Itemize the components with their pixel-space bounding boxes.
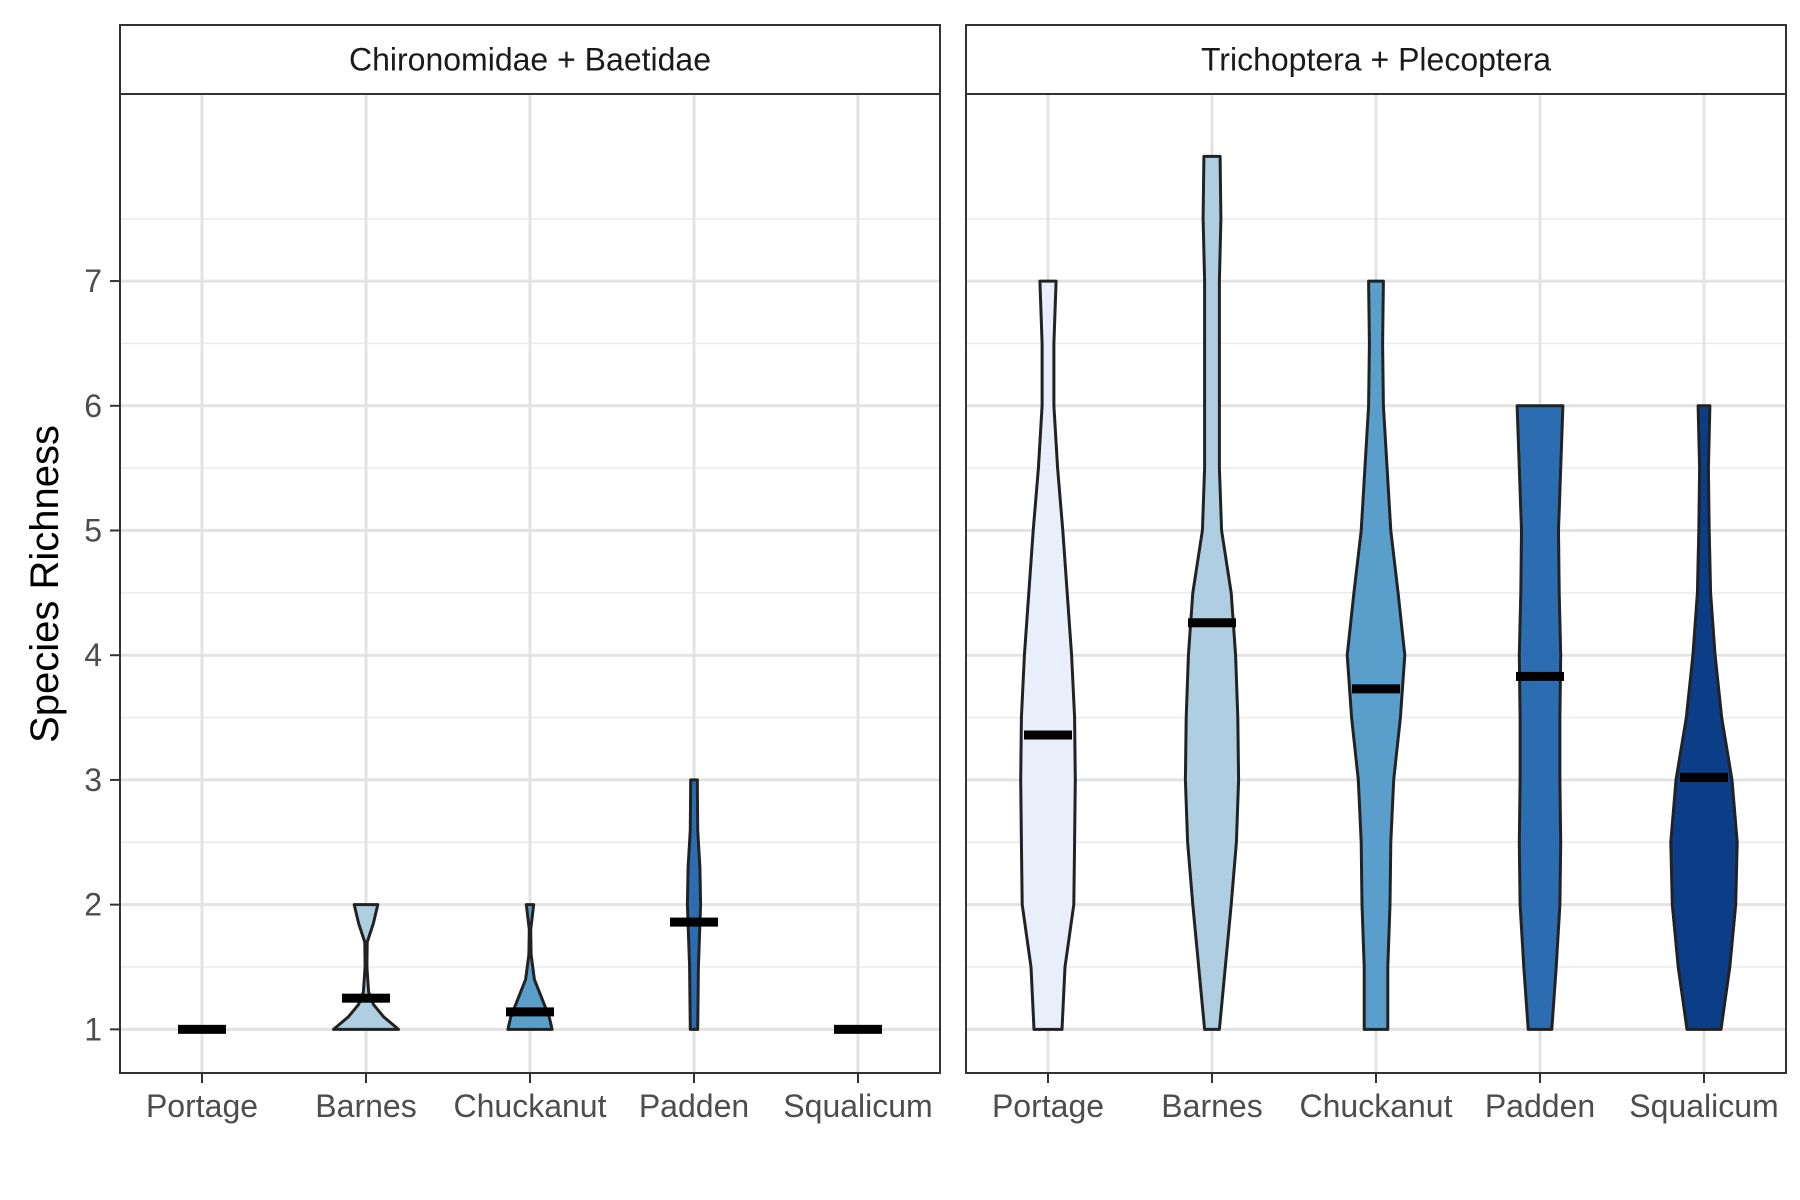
mean-marker-chuckanut: [1352, 684, 1400, 694]
x-tick-label: Barnes: [1161, 1088, 1262, 1124]
mean-marker-portage: [178, 1024, 226, 1034]
violin-barnes: [1183, 154, 1241, 1031]
panel-1: Chironomidae + Baetidae Portage Barnes Chuc…: [84, 24, 941, 1124]
mean-marker-barnes: [342, 993, 390, 1003]
violin-chuckanut: [1345, 279, 1407, 1031]
facet-strip: [965, 24, 1787, 95]
x-tick-label: Squalicum: [1629, 1088, 1778, 1124]
violin-padden: [1515, 404, 1565, 1031]
mean-marker-squalicum: [834, 1024, 882, 1034]
x-tick-label: Padden: [1485, 1088, 1595, 1124]
x-tick-label: Portage: [146, 1088, 258, 1124]
y-tick-label: 6: [84, 388, 102, 424]
panel-2: Trichoptera + Plecoptera Portage Barnes Chu…: [965, 24, 1787, 1124]
y-tick-label: 4: [84, 637, 102, 673]
x-tick-label: Chuckanut: [1300, 1088, 1453, 1124]
y-tick-label: 1: [84, 1011, 102, 1047]
mean-marker-padden: [1516, 671, 1564, 681]
x-tick-label: Squalicum: [783, 1088, 932, 1124]
y-tick-label: 3: [84, 762, 102, 798]
mean-marker-portage: [1024, 730, 1072, 740]
mean-marker-barnes: [1188, 618, 1236, 628]
mean-marker-squalicum: [1680, 772, 1728, 782]
violin-padden: [685, 778, 703, 1031]
y-tick-label: 5: [84, 512, 102, 548]
x-tick-label: Chuckanut: [454, 1088, 607, 1124]
x-tick-label: Portage: [992, 1088, 1104, 1124]
mean-marker-padden: [670, 917, 718, 927]
y-tick-label: 7: [84, 263, 102, 299]
y-axis-title: Species Richness: [23, 425, 67, 743]
violin-portage: [1019, 279, 1077, 1031]
panels-layer: Chironomidae + Baetidae Portage Barnes Chuc…: [84, 24, 1787, 1124]
mean-marker-chuckanut: [506, 1007, 554, 1017]
facet-strip: [119, 24, 941, 95]
violin-squalicum: [1669, 404, 1739, 1031]
x-tick-label: Padden: [639, 1088, 749, 1124]
y-tick-label: 2: [84, 887, 102, 923]
x-tick-label: Barnes: [315, 1088, 416, 1124]
facet-strip-label: Trichoptera + Plecoptera: [1201, 42, 1551, 78]
facet-strip-label: Chironomidae + Baetidae: [349, 42, 711, 78]
